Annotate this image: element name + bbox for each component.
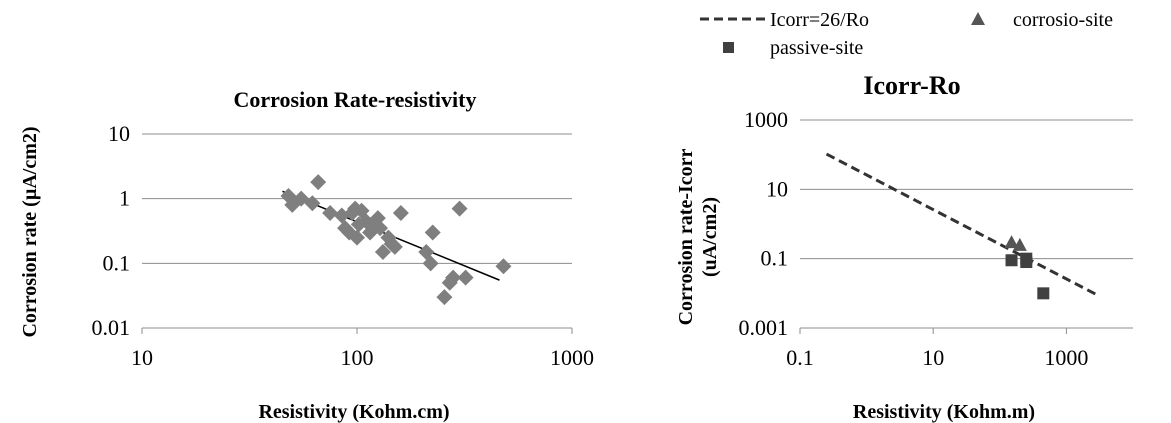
chart2-x-axis bbox=[799, 327, 1133, 334]
y-tick-label: 0.001 bbox=[739, 315, 789, 340]
chart2-title: Icorr-Ro bbox=[863, 71, 960, 100]
legend-triangle-icon bbox=[971, 12, 985, 25]
chart-corrosion-rate-resistivity: Corrosion Rate-resistivity 0.01 0.1 1 10 10… bbox=[19, 87, 594, 423]
data-point-triangle bbox=[1012, 237, 1027, 251]
chart2-y-tick-labels: 0.001 0.1 10 1000 bbox=[739, 107, 789, 340]
chart1-data-points bbox=[280, 174, 512, 306]
y-tick-label: 1000 bbox=[744, 107, 788, 132]
chart1-y-axis-label: Corrosion rate (µA/cm2) bbox=[19, 126, 41, 337]
data-point-square bbox=[1005, 254, 1018, 267]
y-tick-label: 1 bbox=[119, 186, 130, 211]
x-tick-label: 1000 bbox=[1044, 345, 1088, 370]
chart2-y-axis-label-line2: (uA/cm2) bbox=[699, 197, 721, 277]
data-point-diamond bbox=[445, 269, 462, 286]
chart2-x-axis-label: Resistivity (Kohm.m) bbox=[853, 401, 1035, 423]
legend-square-icon bbox=[723, 42, 734, 53]
data-point-diamond bbox=[372, 220, 389, 237]
data-point-triangle bbox=[1004, 235, 1019, 249]
chart1-x-axis-label: Resistivity (Kohm.cm) bbox=[258, 401, 449, 423]
data-point-diamond bbox=[392, 205, 409, 222]
chart1-title: Corrosion Rate-resistivity bbox=[234, 87, 477, 112]
x-tick-label: 10 bbox=[922, 345, 944, 370]
chart2-model-line bbox=[825, 152, 1097, 296]
x-tick-label: 10 bbox=[131, 345, 153, 370]
chart-icorr-ro: Icorr=26/Ro corrosio-site passive-site I… bbox=[675, 9, 1133, 423]
data-point-square bbox=[1037, 287, 1050, 300]
data-point-diamond bbox=[304, 195, 321, 212]
y-tick-label: 0.1 bbox=[761, 246, 789, 271]
y-tick-label: 0.1 bbox=[103, 250, 131, 275]
chart2-data-points bbox=[1004, 235, 1050, 300]
data-point-diamond bbox=[386, 238, 403, 255]
y-tick-label: 0.01 bbox=[92, 315, 131, 340]
x-tick-label: 0.1 bbox=[786, 345, 814, 370]
data-point-diamond bbox=[451, 200, 468, 217]
data-point-square bbox=[1020, 256, 1033, 269]
chart1-x-axis bbox=[141, 327, 573, 334]
chart2-x-tick-labels: 0.1 10 1000 bbox=[786, 345, 1088, 370]
data-point-diamond bbox=[310, 174, 327, 191]
legend-label-passive-site: passive-site bbox=[770, 37, 863, 59]
data-point-diamond bbox=[424, 224, 441, 241]
chart2-y-axis-label-line1: Corrosion rate-Icorr bbox=[675, 148, 697, 325]
chart2-legend: Icorr=26/Ro corrosio-site passive-site bbox=[700, 9, 1113, 59]
model-line-icorr bbox=[825, 152, 1097, 296]
chart1-y-tick-labels: 0.01 0.1 1 10 bbox=[92, 121, 131, 340]
legend-label-corrosio-site: corrosio-site bbox=[1013, 9, 1113, 31]
y-tick-label: 10 bbox=[108, 121, 130, 146]
data-point-diamond bbox=[436, 289, 453, 306]
x-tick-label: 100 bbox=[341, 345, 374, 370]
data-point-diamond bbox=[422, 255, 439, 272]
legend-label-icorr: Icorr=26/Ro bbox=[770, 9, 869, 31]
y-tick-label: 10 bbox=[766, 176, 788, 201]
data-point-diamond bbox=[495, 258, 512, 275]
data-point-diamond bbox=[374, 243, 391, 260]
data-point-diamond bbox=[349, 229, 365, 246]
data-point-diamond bbox=[322, 205, 339, 222]
x-tick-label: 1000 bbox=[550, 345, 594, 370]
chart2-gridlines bbox=[800, 119, 1133, 260]
chart1-x-tick-labels: 10 100 1000 bbox=[131, 345, 594, 370]
data-point-diamond bbox=[457, 269, 474, 286]
